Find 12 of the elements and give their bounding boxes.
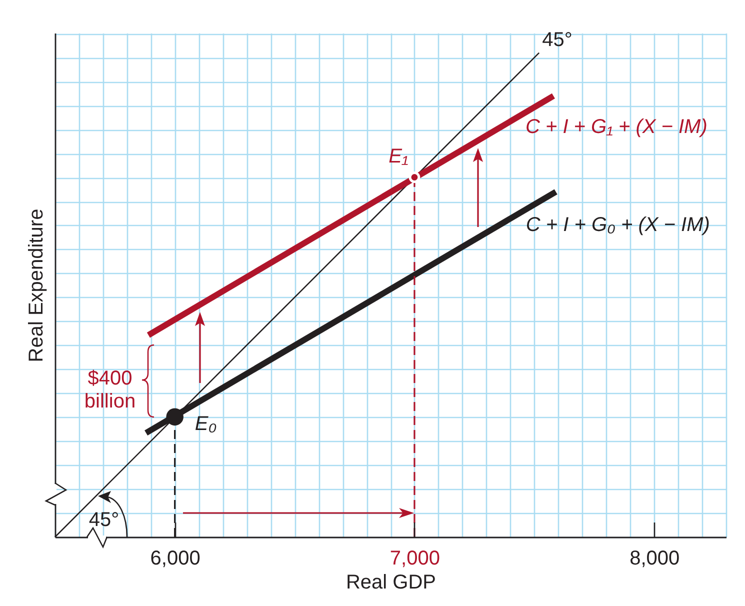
series-label: C + I + G₀ + (X − IM) (526, 214, 710, 236)
annotation: E₁ (388, 145, 408, 168)
annotation: E₀ (194, 412, 217, 435)
x-tick-label: 8,000 (630, 548, 680, 570)
series-label: 45° (542, 28, 572, 51)
x-axis-title: Real GDP (346, 572, 436, 594)
annotation: 45° (88, 509, 120, 531)
x-tick-label: 7,000 (390, 548, 440, 570)
series-label: C + I + G₁ + (X − IM) (525, 116, 708, 138)
y-axis-title: Real Expenditure (26, 208, 48, 362)
annotation: $400 billion (84, 368, 136, 412)
x-tick-label: 6,000 (150, 548, 200, 570)
